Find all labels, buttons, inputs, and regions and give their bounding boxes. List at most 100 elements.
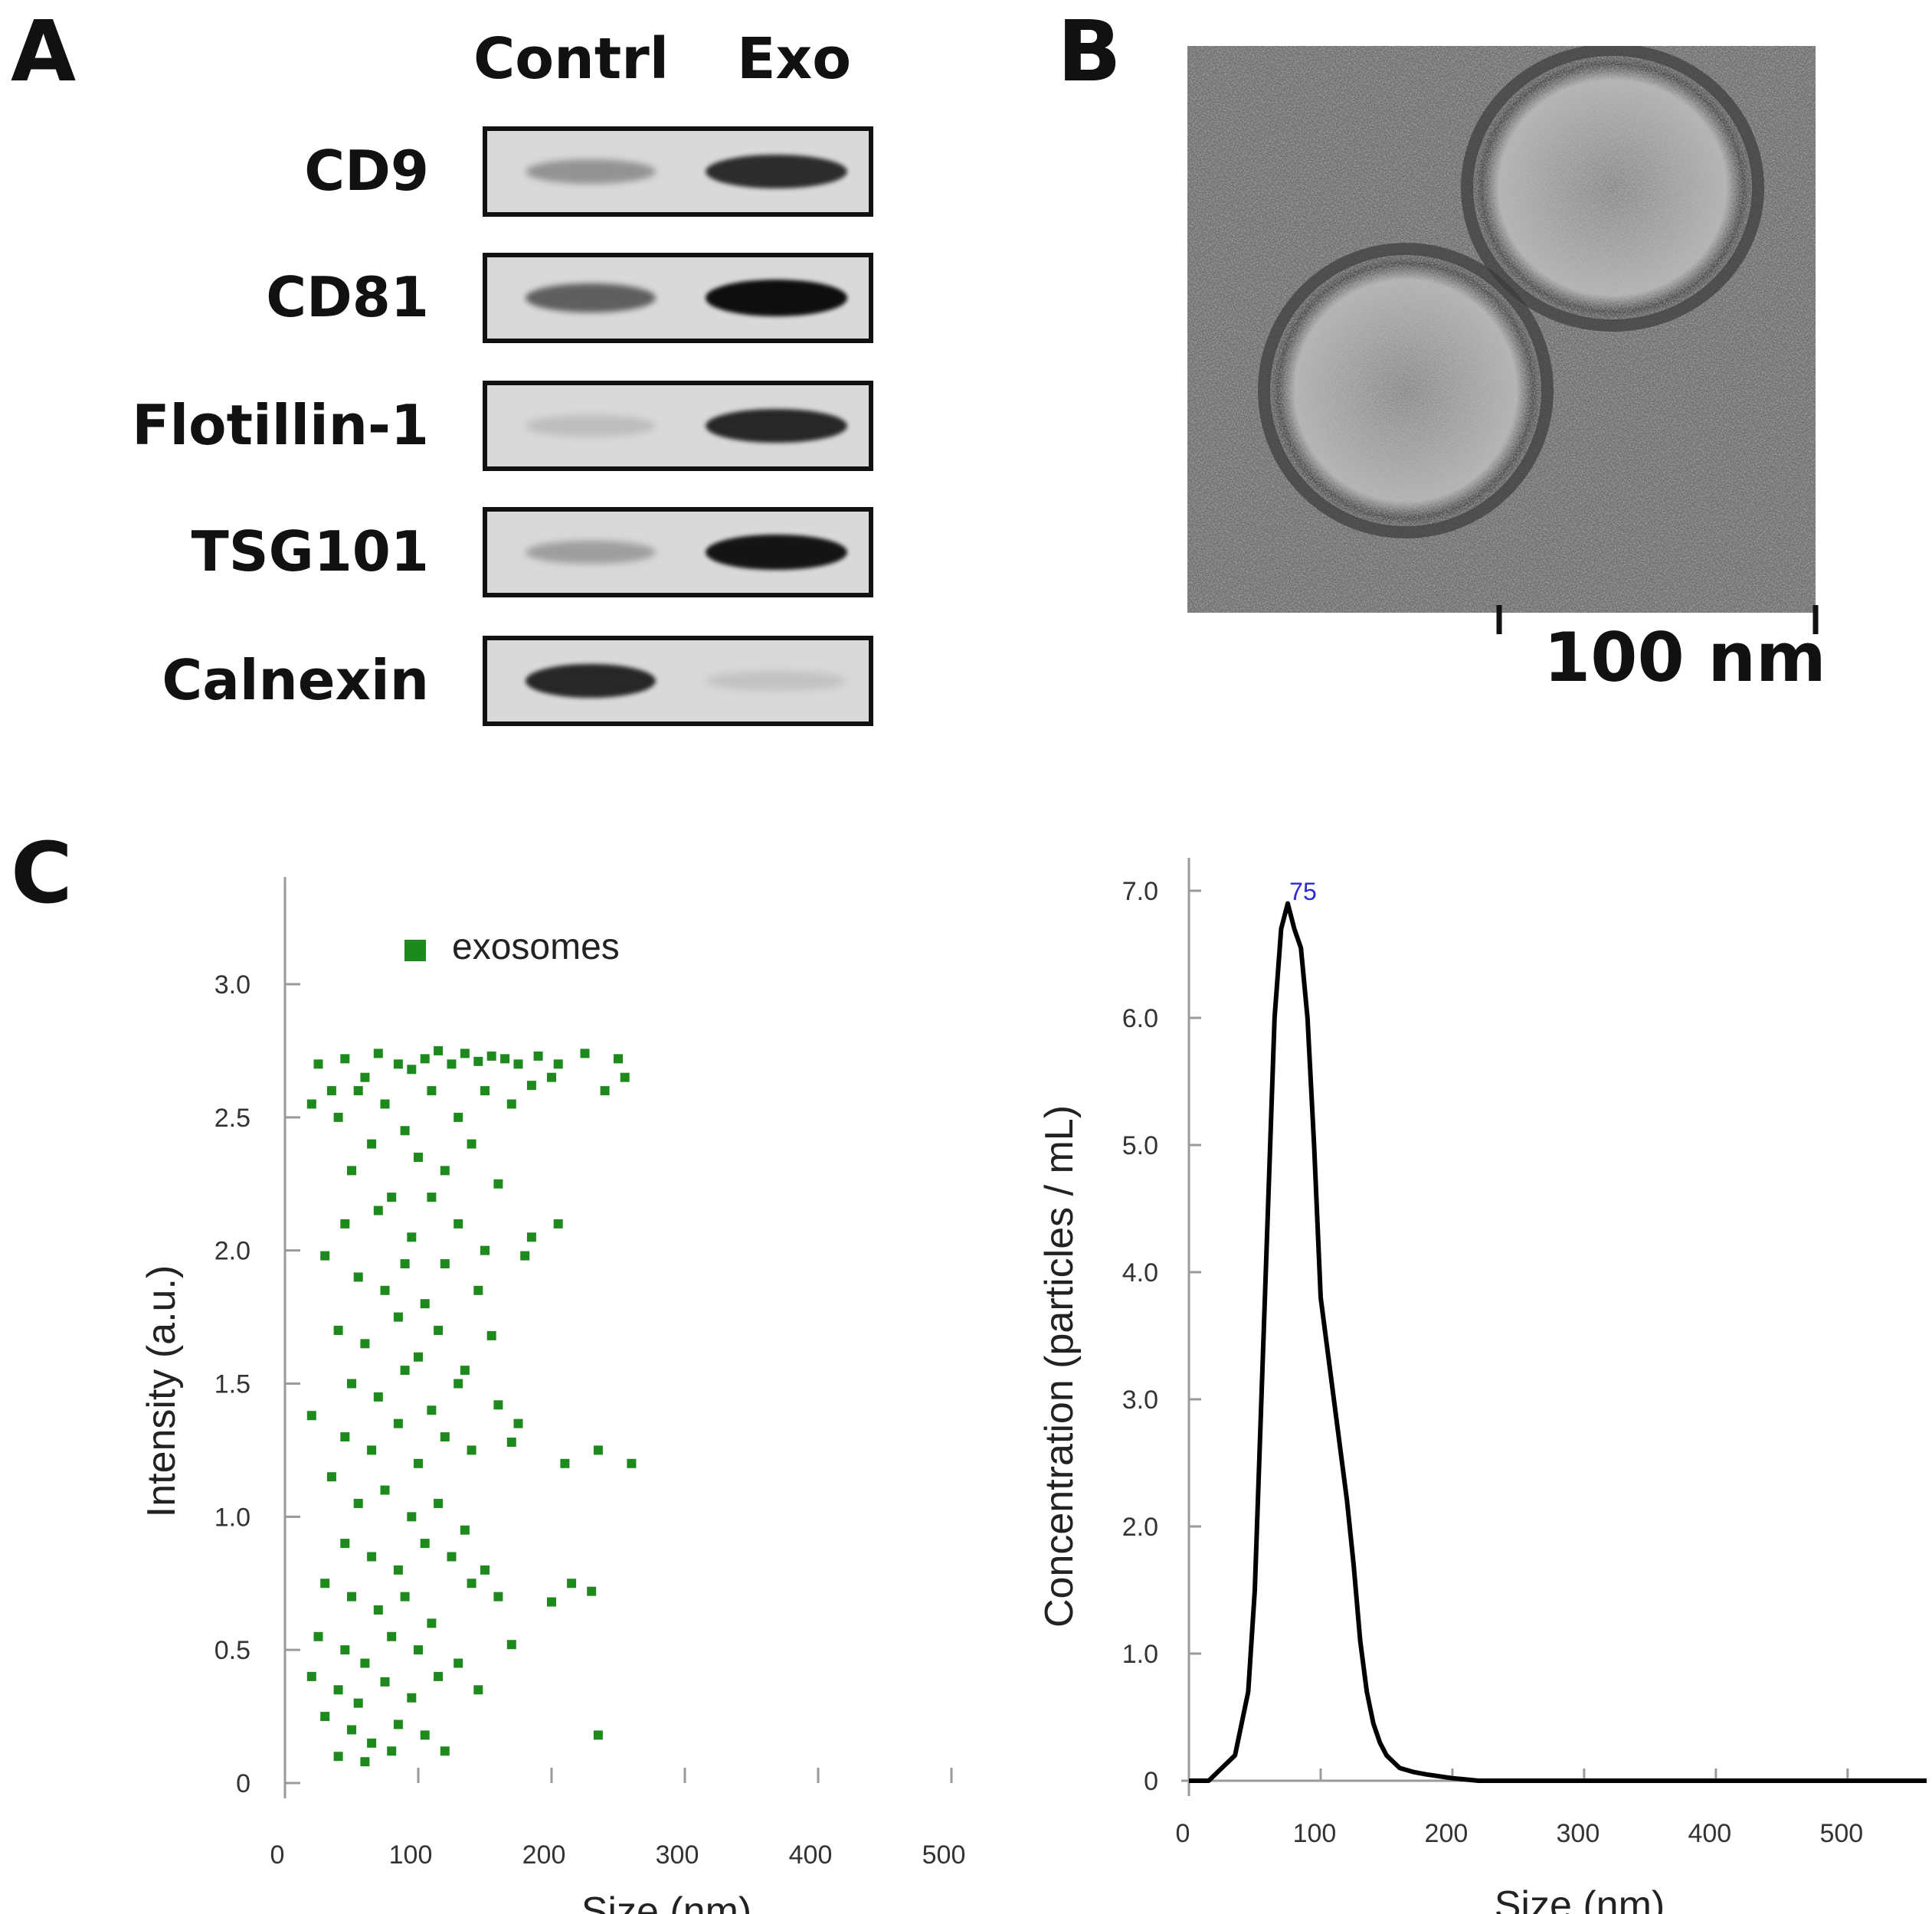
scatter-point <box>420 1054 430 1064</box>
scatter-point <box>387 1631 397 1641</box>
scatter-point <box>407 1693 417 1703</box>
scatter-point <box>347 1592 356 1602</box>
y-tick-label: 1.0 <box>1122 1640 1158 1669</box>
scatter-point <box>420 1539 430 1549</box>
y-tick-label: 1.5 <box>214 1370 251 1399</box>
scatter-point <box>306 1411 316 1421</box>
scatter-point <box>333 1685 343 1695</box>
scatter-point <box>414 1152 423 1162</box>
scatter-point <box>513 1059 523 1069</box>
scatter-point <box>427 1193 437 1202</box>
peak-label: 75 <box>1289 878 1317 905</box>
scatter-point <box>380 1485 390 1495</box>
x-tick-label: 0 <box>1176 1819 1190 1848</box>
scatter-point <box>473 1685 483 1695</box>
scatter-point <box>393 1059 403 1069</box>
scatter-point <box>506 1640 516 1650</box>
scatter-point <box>547 1597 556 1607</box>
scatter-point <box>387 1193 397 1202</box>
y-tick-label: 0 <box>1144 1767 1158 1796</box>
band-contrl <box>526 540 656 564</box>
scale-bar-label: 100 nm <box>1544 618 1826 697</box>
scatter-point <box>526 1081 536 1091</box>
y-tick-label: 3.0 <box>1122 1386 1158 1415</box>
scatter-point <box>400 1126 410 1136</box>
scatter-point <box>333 1325 343 1335</box>
band-exo <box>706 154 847 188</box>
x-axis-label: Size (nm) <box>1495 1883 1665 1914</box>
scatter-point <box>380 1677 390 1687</box>
scatter-point <box>400 1366 410 1376</box>
scatter-point <box>340 1219 350 1229</box>
scatter-point <box>306 1099 316 1109</box>
scatter-point <box>353 1086 363 1096</box>
scatter-point <box>414 1645 423 1655</box>
scatter-point <box>373 1605 383 1615</box>
blot-strip-flotillin-1 <box>483 381 873 471</box>
y-tick-label: 2.0 <box>214 1237 251 1266</box>
panel-label-c: C <box>11 824 73 922</box>
y-tick-label: 4.0 <box>1122 1258 1158 1287</box>
scatter-point <box>367 1738 377 1748</box>
x-tick-label: 200 <box>522 1840 566 1870</box>
band-exo <box>706 534 847 571</box>
scatter-point <box>414 1458 423 1468</box>
scatter-point <box>400 1259 410 1269</box>
scatter-point <box>480 1086 490 1096</box>
scatter-point <box>440 1432 450 1442</box>
scatter-point <box>347 1166 356 1176</box>
scatter-point <box>587 1586 597 1596</box>
scatter-point <box>373 1206 383 1215</box>
scatter-point <box>547 1072 556 1082</box>
scatter-point <box>434 1325 444 1335</box>
scatter-point <box>373 1049 383 1058</box>
y-tick-label: 2.5 <box>214 1104 251 1133</box>
scatter-point <box>360 1757 370 1767</box>
scatter-point <box>320 1712 330 1722</box>
scatter-point <box>347 1725 356 1735</box>
scatter-point <box>620 1072 630 1082</box>
scatter-point <box>447 1552 457 1562</box>
scatter-point <box>467 1139 476 1149</box>
scatter-point <box>580 1049 590 1058</box>
scatter-point <box>493 1179 503 1189</box>
scatter-point <box>393 1418 403 1428</box>
y-tick-label: 3.0 <box>214 970 251 1000</box>
scatter-point <box>340 1645 350 1655</box>
band-label-calnexin: Calnexin <box>162 648 429 712</box>
scatter-point <box>460 1525 470 1535</box>
band-exo <box>706 280 847 316</box>
scatter-point <box>353 1272 363 1282</box>
scatter-point <box>320 1251 330 1261</box>
scatter-point <box>360 1658 370 1668</box>
scatter-point <box>326 1472 336 1482</box>
scatter-point <box>373 1392 383 1402</box>
y-tick-label: 0.5 <box>214 1636 251 1665</box>
scatter-point <box>320 1579 330 1588</box>
scatter-point <box>326 1086 336 1096</box>
scatter-point <box>614 1054 623 1064</box>
y-tick-label: 1.0 <box>214 1503 251 1532</box>
scatter-point <box>353 1498 363 1508</box>
x-tick-label: 100 <box>1293 1819 1337 1848</box>
scatter-point <box>447 1059 457 1069</box>
scatter-point <box>526 1232 536 1242</box>
scatter-point <box>340 1054 350 1064</box>
lane-label-contrl: Contrl <box>473 26 670 92</box>
blot-strip-cd9 <box>483 126 873 217</box>
tem-image <box>1187 46 1816 613</box>
scatter-point <box>313 1631 323 1641</box>
band-label-cd9: CD9 <box>304 139 429 203</box>
distribution-line <box>1189 901 1927 1783</box>
scale-bar <box>1496 605 1819 634</box>
scatter-point <box>500 1054 510 1064</box>
scatter-point <box>480 1565 490 1575</box>
scatter-point <box>420 1730 430 1740</box>
scatter-point <box>427 1086 437 1096</box>
band-contrl <box>526 663 656 699</box>
scatter-point <box>420 1299 430 1309</box>
scatter-point <box>347 1379 356 1389</box>
scatter-point <box>486 1051 496 1061</box>
scatter-point <box>434 1498 444 1508</box>
